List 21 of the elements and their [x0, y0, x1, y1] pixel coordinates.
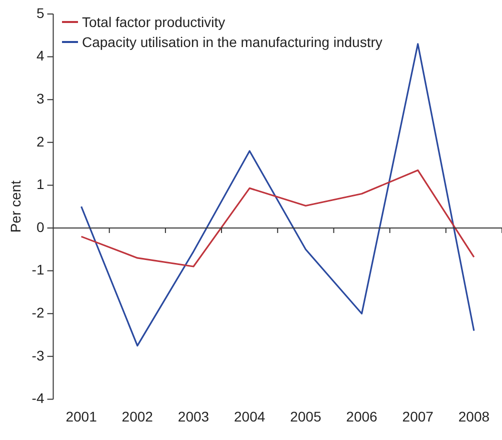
x-tick-label: 2004 — [234, 408, 266, 424]
x-tick-label: 2008 — [458, 408, 490, 424]
x-tick-label: 2007 — [402, 408, 434, 424]
y-tick-label: -4 — [32, 390, 44, 406]
legend-label: Total factor productivity — [82, 14, 226, 30]
y-tick-label: -3 — [32, 347, 44, 364]
y-tick-label: -2 — [32, 304, 44, 320]
x-tick-label: 2006 — [346, 408, 378, 424]
x-tick-label: 2002 — [122, 408, 154, 424]
y-tick-label: 5 — [36, 4, 44, 21]
y-tick-label: -1 — [32, 262, 44, 278]
x-tick-label: 2001 — [66, 408, 98, 424]
y-axis-title: Per cent — [7, 180, 24, 233]
x-tick-label: 2005 — [290, 408, 322, 424]
x-tick-label: 2003 — [178, 408, 210, 424]
y-tick-label: 3 — [36, 90, 44, 106]
legend-label: Capacity utilisation in the manufacturing industry — [82, 34, 382, 50]
y-tick-label: 2 — [36, 133, 44, 150]
y-tick-label: 0 — [36, 218, 44, 235]
y-tick-label: 4 — [36, 48, 44, 64]
y-tick-label: 1 — [36, 176, 44, 192]
